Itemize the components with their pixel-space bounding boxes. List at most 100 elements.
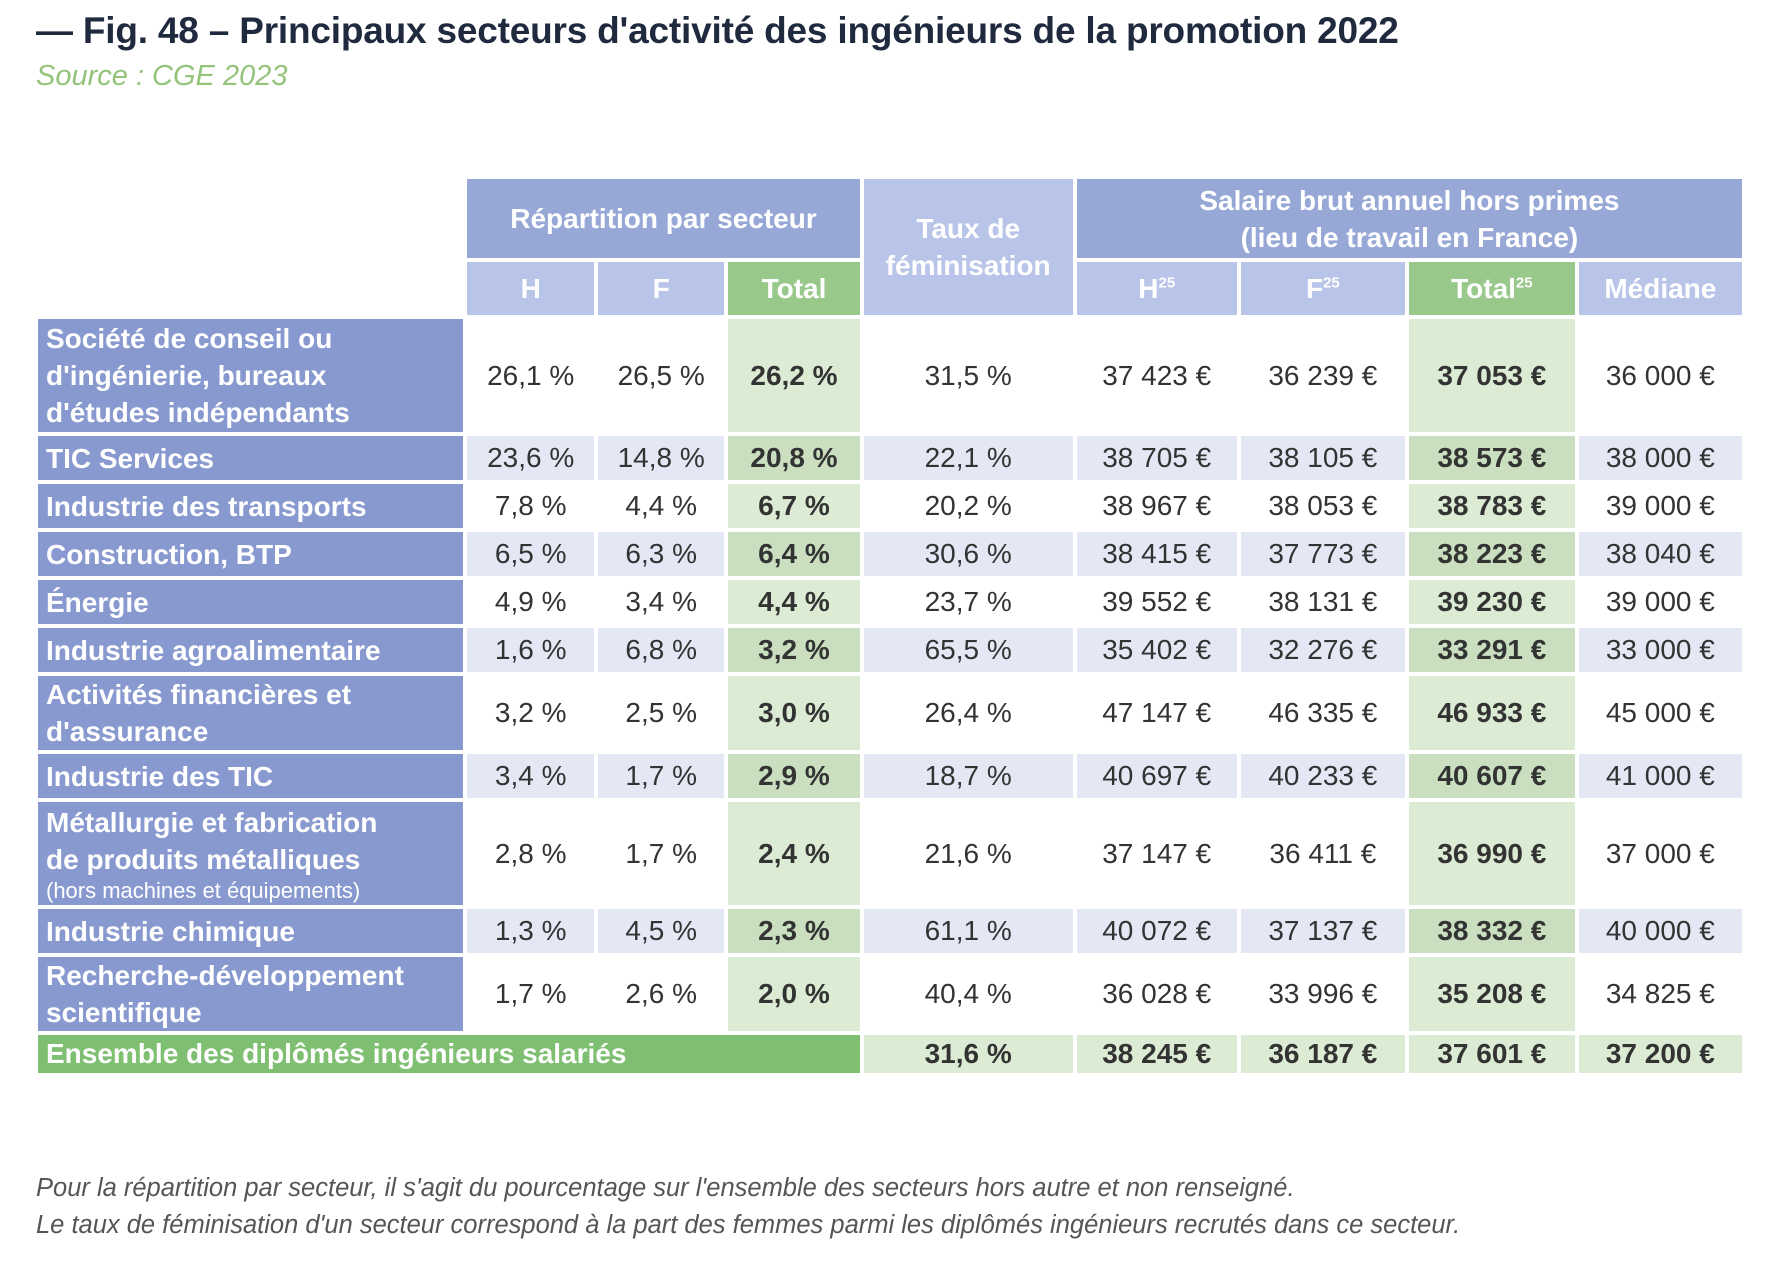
row-label-line: de produits métalliques [46, 843, 361, 875]
table-cell: 6,5 % [467, 532, 594, 576]
table-cell: 37 147 € [1076, 802, 1237, 905]
row-label-line: Énergie [46, 586, 149, 618]
table-cell: 1,6 % [467, 628, 594, 672]
table-cell: 38 131 € [1240, 580, 1406, 624]
total-row-cell: 37 601 € [1409, 1035, 1575, 1073]
table-cell: 38 040 € [1578, 532, 1742, 576]
table-cell: 38 705 € [1076, 436, 1237, 480]
row-label: Industrie des transports [38, 484, 464, 528]
table-row: Industrie des TIC 3,4 % 1,7 % 2,9 % 18,7 % 40… [38, 754, 1742, 798]
header-group-salaire: Salaire brut annuel hors primes (lieu de… [1076, 179, 1742, 258]
table-cell: 65,5 % [863, 628, 1073, 672]
row-label-line: Industrie chimique [46, 915, 295, 947]
table-row: Société de conseil ou d'ingénierie, burea… [38, 319, 1742, 432]
table-cell: 20,8 % [728, 436, 860, 480]
table-cell: 3,2 % [467, 676, 594, 750]
table-cell: 45 000 € [1578, 676, 1742, 750]
table-body: Société de conseil ou d'ingénierie, burea… [38, 319, 1742, 1073]
row-label: Industrie des TIC [38, 754, 464, 798]
row-label-line: Activités financières et [46, 679, 352, 710]
table-cell: 40 697 € [1076, 754, 1237, 798]
table-cell: 38 783 € [1409, 484, 1575, 528]
col-header-f: F [597, 262, 725, 315]
table-cell: 37 423 € [1076, 319, 1237, 432]
table-cell: 7,8 % [467, 484, 594, 528]
table-cell: 40,4 % [863, 957, 1073, 1031]
table-cell: 37 053 € [1409, 319, 1575, 432]
table-cell: 26,2 % [728, 319, 860, 432]
table-cell: 37 000 € [1578, 802, 1742, 905]
row-label-line: Construction, BTP [46, 538, 292, 570]
table-cell: 37 773 € [1240, 532, 1406, 576]
total-row-cell: 37 200 € [1578, 1035, 1742, 1073]
table-cell: 40 000 € [1578, 909, 1742, 953]
table-cell: 2,0 % [728, 957, 860, 1031]
header-blank-cell [38, 179, 463, 315]
table-row: Énergie 4,9 % 3,4 % 4,4 % 23,7 % 39 552 €38 1… [38, 580, 1742, 624]
table-cell: 46 335 € [1240, 676, 1406, 750]
row-label-line: scientifique [46, 997, 202, 1028]
table-cell: 2,9 % [728, 754, 860, 798]
table-cell: 2,8 % [467, 802, 594, 905]
table-cell: 36 028 € [1076, 957, 1237, 1031]
table-cell: 26,4 % [863, 676, 1073, 750]
row-label-line: Industrie agroalimentaire [46, 634, 381, 666]
table-cell: 1,3 % [467, 909, 594, 953]
footnotes: Pour la répartition par secteur, il s'ag… [36, 1170, 1460, 1244]
table-row-total: Ensemble des diplômés ingénieurs salarié… [38, 1035, 1742, 1073]
total-row-cell: 31,6 % [863, 1035, 1073, 1073]
table-cell: 3,4 % [597, 580, 725, 624]
header-feminisation: Taux de féminisation [863, 179, 1073, 315]
table-row: Recherche-développement scientifique 1,7 %… [38, 957, 1742, 1031]
row-label: Industrie agroalimentaire [38, 628, 464, 672]
table-row: TIC Services 23,6 % 14,8 % 20,8 % 22,1 % 38 7… [38, 436, 1742, 480]
table-cell: 22,1 % [863, 436, 1073, 480]
table-cell: 61,1 % [863, 909, 1073, 953]
figure-source: Source : CGE 2023 [36, 60, 288, 92]
col-header-mediane: Médiane [1578, 262, 1742, 315]
table-cell: 39 230 € [1409, 580, 1575, 624]
col-header-salaire-h-label: H [1138, 272, 1159, 304]
table-cell: 39 552 € [1076, 580, 1237, 624]
header-feminisation-line1: Taux de [916, 213, 1021, 244]
col-header-salaire-f: F25 [1240, 262, 1406, 315]
header-salaire-line2: (lieu de travail en France) [1240, 221, 1579, 253]
table-cell: 30,6 % [863, 532, 1073, 576]
table-cell: 21,6 % [863, 802, 1073, 905]
table-cell: 4,4 % [728, 580, 860, 624]
figure-title: — Fig. 48 – Principaux secteurs d'activi… [36, 10, 1399, 51]
table-cell: 2,6 % [597, 957, 725, 1031]
table-cell: 6,3 % [597, 532, 725, 576]
row-label: Recherche-développement scientifique [38, 957, 464, 1031]
row-label: Activités financières et d'assurance [38, 676, 464, 750]
row-label-line: TIC Services [46, 442, 215, 474]
col-header-salaire-h: H25 [1076, 262, 1237, 315]
header-feminisation-line2: féminisation [885, 250, 1051, 281]
row-label: Industrie chimique [38, 909, 464, 953]
table-cell: 35 208 € [1409, 957, 1575, 1031]
table-cell: 3,4 % [467, 754, 594, 798]
table-cell: 26,5 % [597, 319, 725, 432]
table-cell: 2,5 % [597, 676, 725, 750]
table-cell: 18,7 % [863, 754, 1073, 798]
table-cell: 36 990 € [1409, 802, 1575, 905]
table-cell: 6,7 % [728, 484, 860, 528]
col-header-salaire-total-label: Total [1451, 272, 1516, 304]
row-label: Société de conseil ou d'ingénierie, burea… [38, 319, 464, 432]
data-table: Répartition par secteur Taux de féminisa… [34, 175, 1746, 1077]
col-header-salaire-f-label: F [1305, 272, 1324, 304]
table-cell: 38 967 € [1076, 484, 1237, 528]
row-label-line: d'ingénierie, bureaux [46, 360, 327, 391]
table-cell: 40 233 € [1240, 754, 1406, 798]
table-cell: 40 607 € [1409, 754, 1575, 798]
row-label-note: (hors machines et équipements) [46, 877, 361, 903]
table-cell: 20,2 % [863, 484, 1073, 528]
col-header-salaire-total: Total25 [1409, 262, 1575, 315]
row-label-line: Industrie des TIC [46, 760, 274, 792]
table-cell: 36 411 € [1240, 802, 1406, 905]
table-row: Industrie des transports 7,8 % 4,4 % 6,7 % 2… [38, 484, 1742, 528]
table-cell: 2,4 % [728, 802, 860, 905]
table-cell: 37 137 € [1240, 909, 1406, 953]
table-row: Construction, BTP 6,5 % 6,3 % 6,4 % 30,6 % 38… [38, 532, 1742, 576]
footnote-mark: 25 [1323, 274, 1340, 292]
